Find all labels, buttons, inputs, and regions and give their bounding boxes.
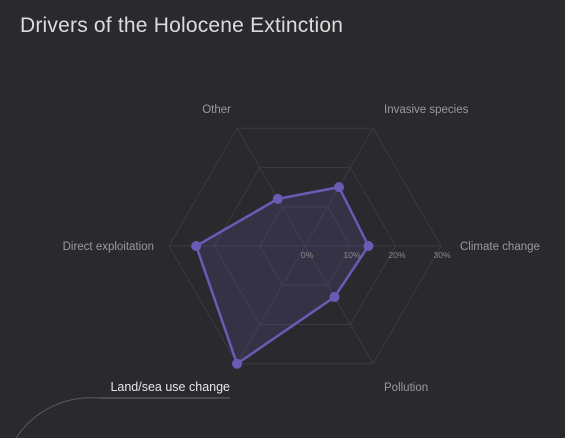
axis-label-pollution[interactable]: Pollution (384, 382, 428, 394)
tick-label-1: 10% (343, 250, 360, 260)
axis-label-other[interactable]: Other (202, 104, 231, 116)
chart-title: Drivers of the Holocene Extinction (20, 14, 344, 37)
tick-label-3: 30% (433, 250, 450, 260)
data-point-1[interactable] (334, 182, 344, 193)
data-point-5[interactable] (329, 292, 340, 303)
data-point-3[interactable] (191, 241, 202, 251)
tick-label-2: 20% (388, 250, 405, 260)
axis-label-invasive-species[interactable]: Invasive species (384, 104, 469, 116)
data-point-2[interactable] (272, 193, 283, 204)
axis-label-climate-change[interactable]: Climate change (460, 241, 540, 253)
data-point-4[interactable] (232, 358, 242, 369)
spoke-2 (236, 127, 306, 247)
axis-labels: Climate change Invasive species Other Direc… (63, 104, 540, 394)
decorative-arc (15, 397, 99, 438)
axis-label-land-sea-use-change[interactable]: Land/sea use change (110, 380, 230, 394)
radial-tick-labels: 0% 10% 20% 30% (301, 250, 451, 260)
axis-label-direct-exploitation[interactable]: Direct exploitation (63, 241, 154, 253)
spoke-4 (236, 245, 306, 365)
spoke-5 (304, 245, 374, 365)
tick-label-0: 0% (301, 250, 314, 260)
data-point-0[interactable] (363, 241, 374, 251)
radar-series (191, 182, 374, 369)
